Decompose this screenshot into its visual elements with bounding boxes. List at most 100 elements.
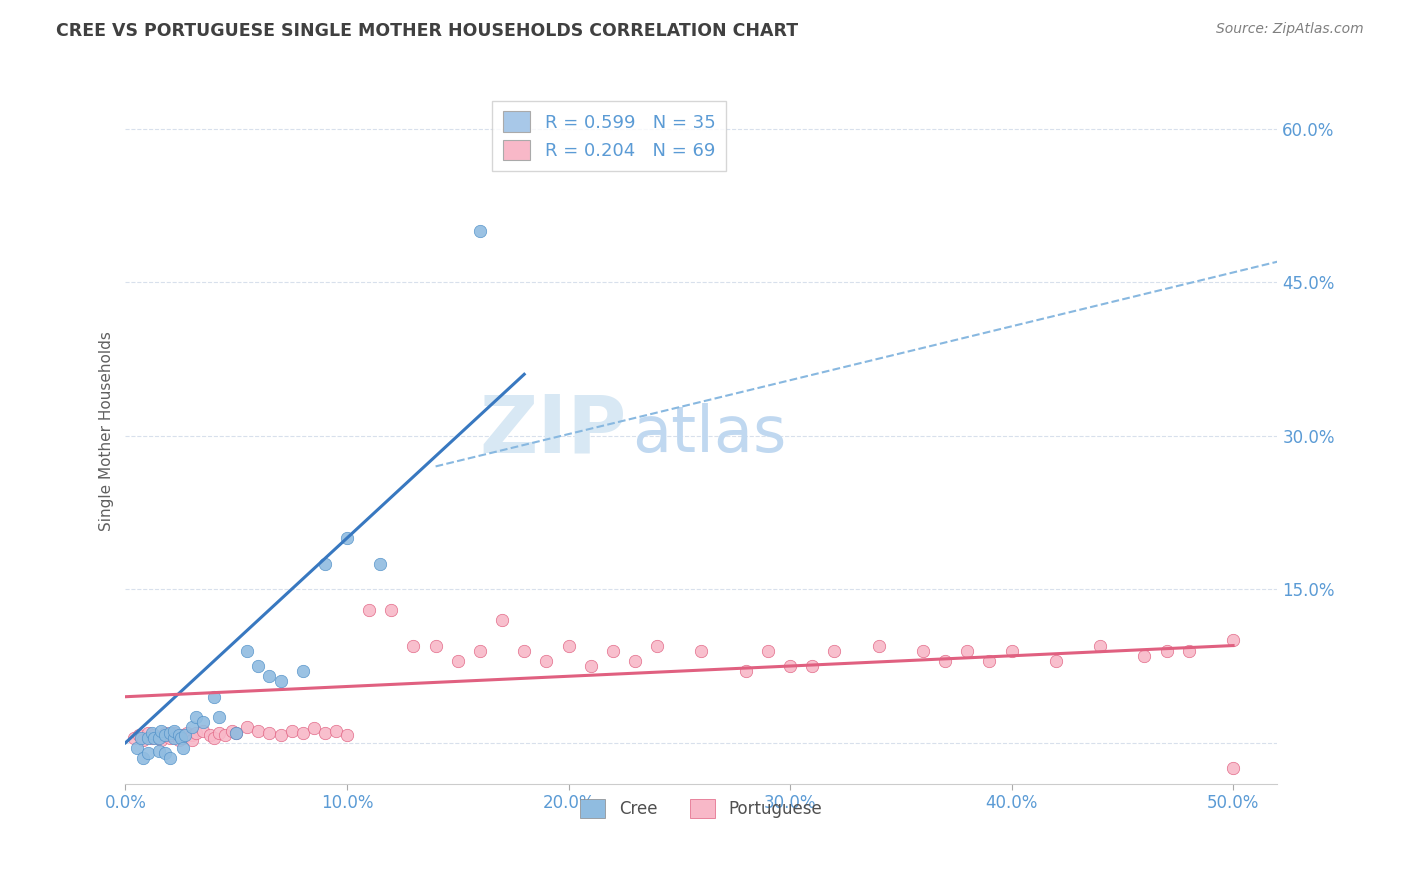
Point — [291, 725, 314, 739]
Point — [191, 723, 214, 738]
Point — [128, 728, 150, 742]
Legend: Cree, Portuguese: Cree, Portuguese — [574, 792, 830, 825]
Point — [141, 731, 163, 745]
Point — [336, 728, 359, 742]
Point — [359, 603, 381, 617]
Point — [579, 659, 602, 673]
Point — [221, 723, 243, 738]
Point — [259, 725, 281, 739]
Point — [280, 723, 302, 738]
Point — [314, 557, 336, 571]
Point — [136, 725, 159, 739]
Point — [823, 643, 845, 657]
Point — [125, 740, 148, 755]
Point — [734, 664, 756, 678]
Point — [155, 725, 177, 739]
Point — [155, 728, 177, 742]
Point — [602, 643, 624, 657]
Point — [163, 731, 186, 745]
Point — [756, 643, 779, 657]
Point — [174, 728, 197, 742]
Text: CREE VS PORTUGUESE SINGLE MOTHER HOUSEHOLDS CORRELATION CHART: CREE VS PORTUGUESE SINGLE MOTHER HOUSEHO… — [56, 22, 799, 40]
Point — [136, 746, 159, 760]
Point — [163, 723, 186, 738]
Point — [124, 731, 146, 745]
Point — [291, 664, 314, 678]
Point — [302, 722, 325, 736]
Point — [536, 654, 558, 668]
Point — [170, 731, 193, 745]
Point — [270, 728, 292, 742]
Point — [186, 710, 208, 724]
Point — [1178, 643, 1201, 657]
Point — [380, 603, 402, 617]
Point — [163, 725, 186, 739]
Point — [236, 643, 259, 657]
Point — [207, 710, 229, 724]
Point — [1133, 648, 1156, 663]
Point — [1156, 643, 1178, 657]
Point — [167, 732, 190, 747]
Point — [956, 643, 979, 657]
Point — [143, 731, 166, 745]
Point — [214, 728, 236, 742]
Point — [557, 639, 579, 653]
Point — [170, 728, 193, 742]
Point — [141, 725, 163, 739]
Point — [207, 725, 229, 739]
Point — [159, 751, 181, 765]
Point — [149, 732, 172, 747]
Point — [132, 751, 155, 765]
Point — [1000, 643, 1022, 657]
Point — [129, 731, 152, 745]
Point — [447, 654, 470, 668]
Point — [247, 723, 270, 738]
Point — [645, 639, 668, 653]
Point — [801, 659, 824, 673]
Point — [172, 740, 194, 755]
Point — [690, 643, 713, 657]
Point — [236, 721, 259, 735]
Point — [259, 669, 281, 683]
Point — [176, 725, 198, 739]
Point — [368, 557, 391, 571]
Point — [148, 731, 170, 745]
Point — [159, 725, 181, 739]
Point — [159, 731, 181, 745]
Text: atlas: atlas — [633, 403, 787, 465]
Point — [159, 728, 181, 742]
Point — [202, 731, 225, 745]
Point — [336, 531, 359, 545]
Point — [181, 721, 204, 735]
Point — [325, 723, 347, 738]
Point — [247, 659, 270, 673]
Point — [314, 725, 336, 739]
Point — [468, 643, 491, 657]
Point — [911, 643, 934, 657]
Point — [191, 715, 214, 730]
Point — [155, 746, 177, 760]
Point — [132, 732, 155, 747]
Point — [979, 654, 1001, 668]
Point — [149, 723, 172, 738]
Text: ZIP: ZIP — [479, 392, 627, 469]
Point — [172, 731, 194, 745]
Y-axis label: Single Mother Households: Single Mother Households — [100, 331, 114, 531]
Point — [198, 728, 221, 742]
Point — [491, 613, 513, 627]
Point — [143, 728, 166, 742]
Point — [1222, 761, 1244, 775]
Text: Source: ZipAtlas.com: Source: ZipAtlas.com — [1216, 22, 1364, 37]
Point — [513, 643, 536, 657]
Point — [202, 690, 225, 704]
Point — [136, 731, 159, 745]
Point — [624, 654, 647, 668]
Point — [186, 725, 208, 739]
Point — [468, 224, 491, 238]
Point — [181, 732, 204, 747]
Point — [181, 728, 204, 742]
Point — [425, 639, 447, 653]
Point — [868, 639, 890, 653]
Point — [1045, 654, 1067, 668]
Point — [1088, 639, 1111, 653]
